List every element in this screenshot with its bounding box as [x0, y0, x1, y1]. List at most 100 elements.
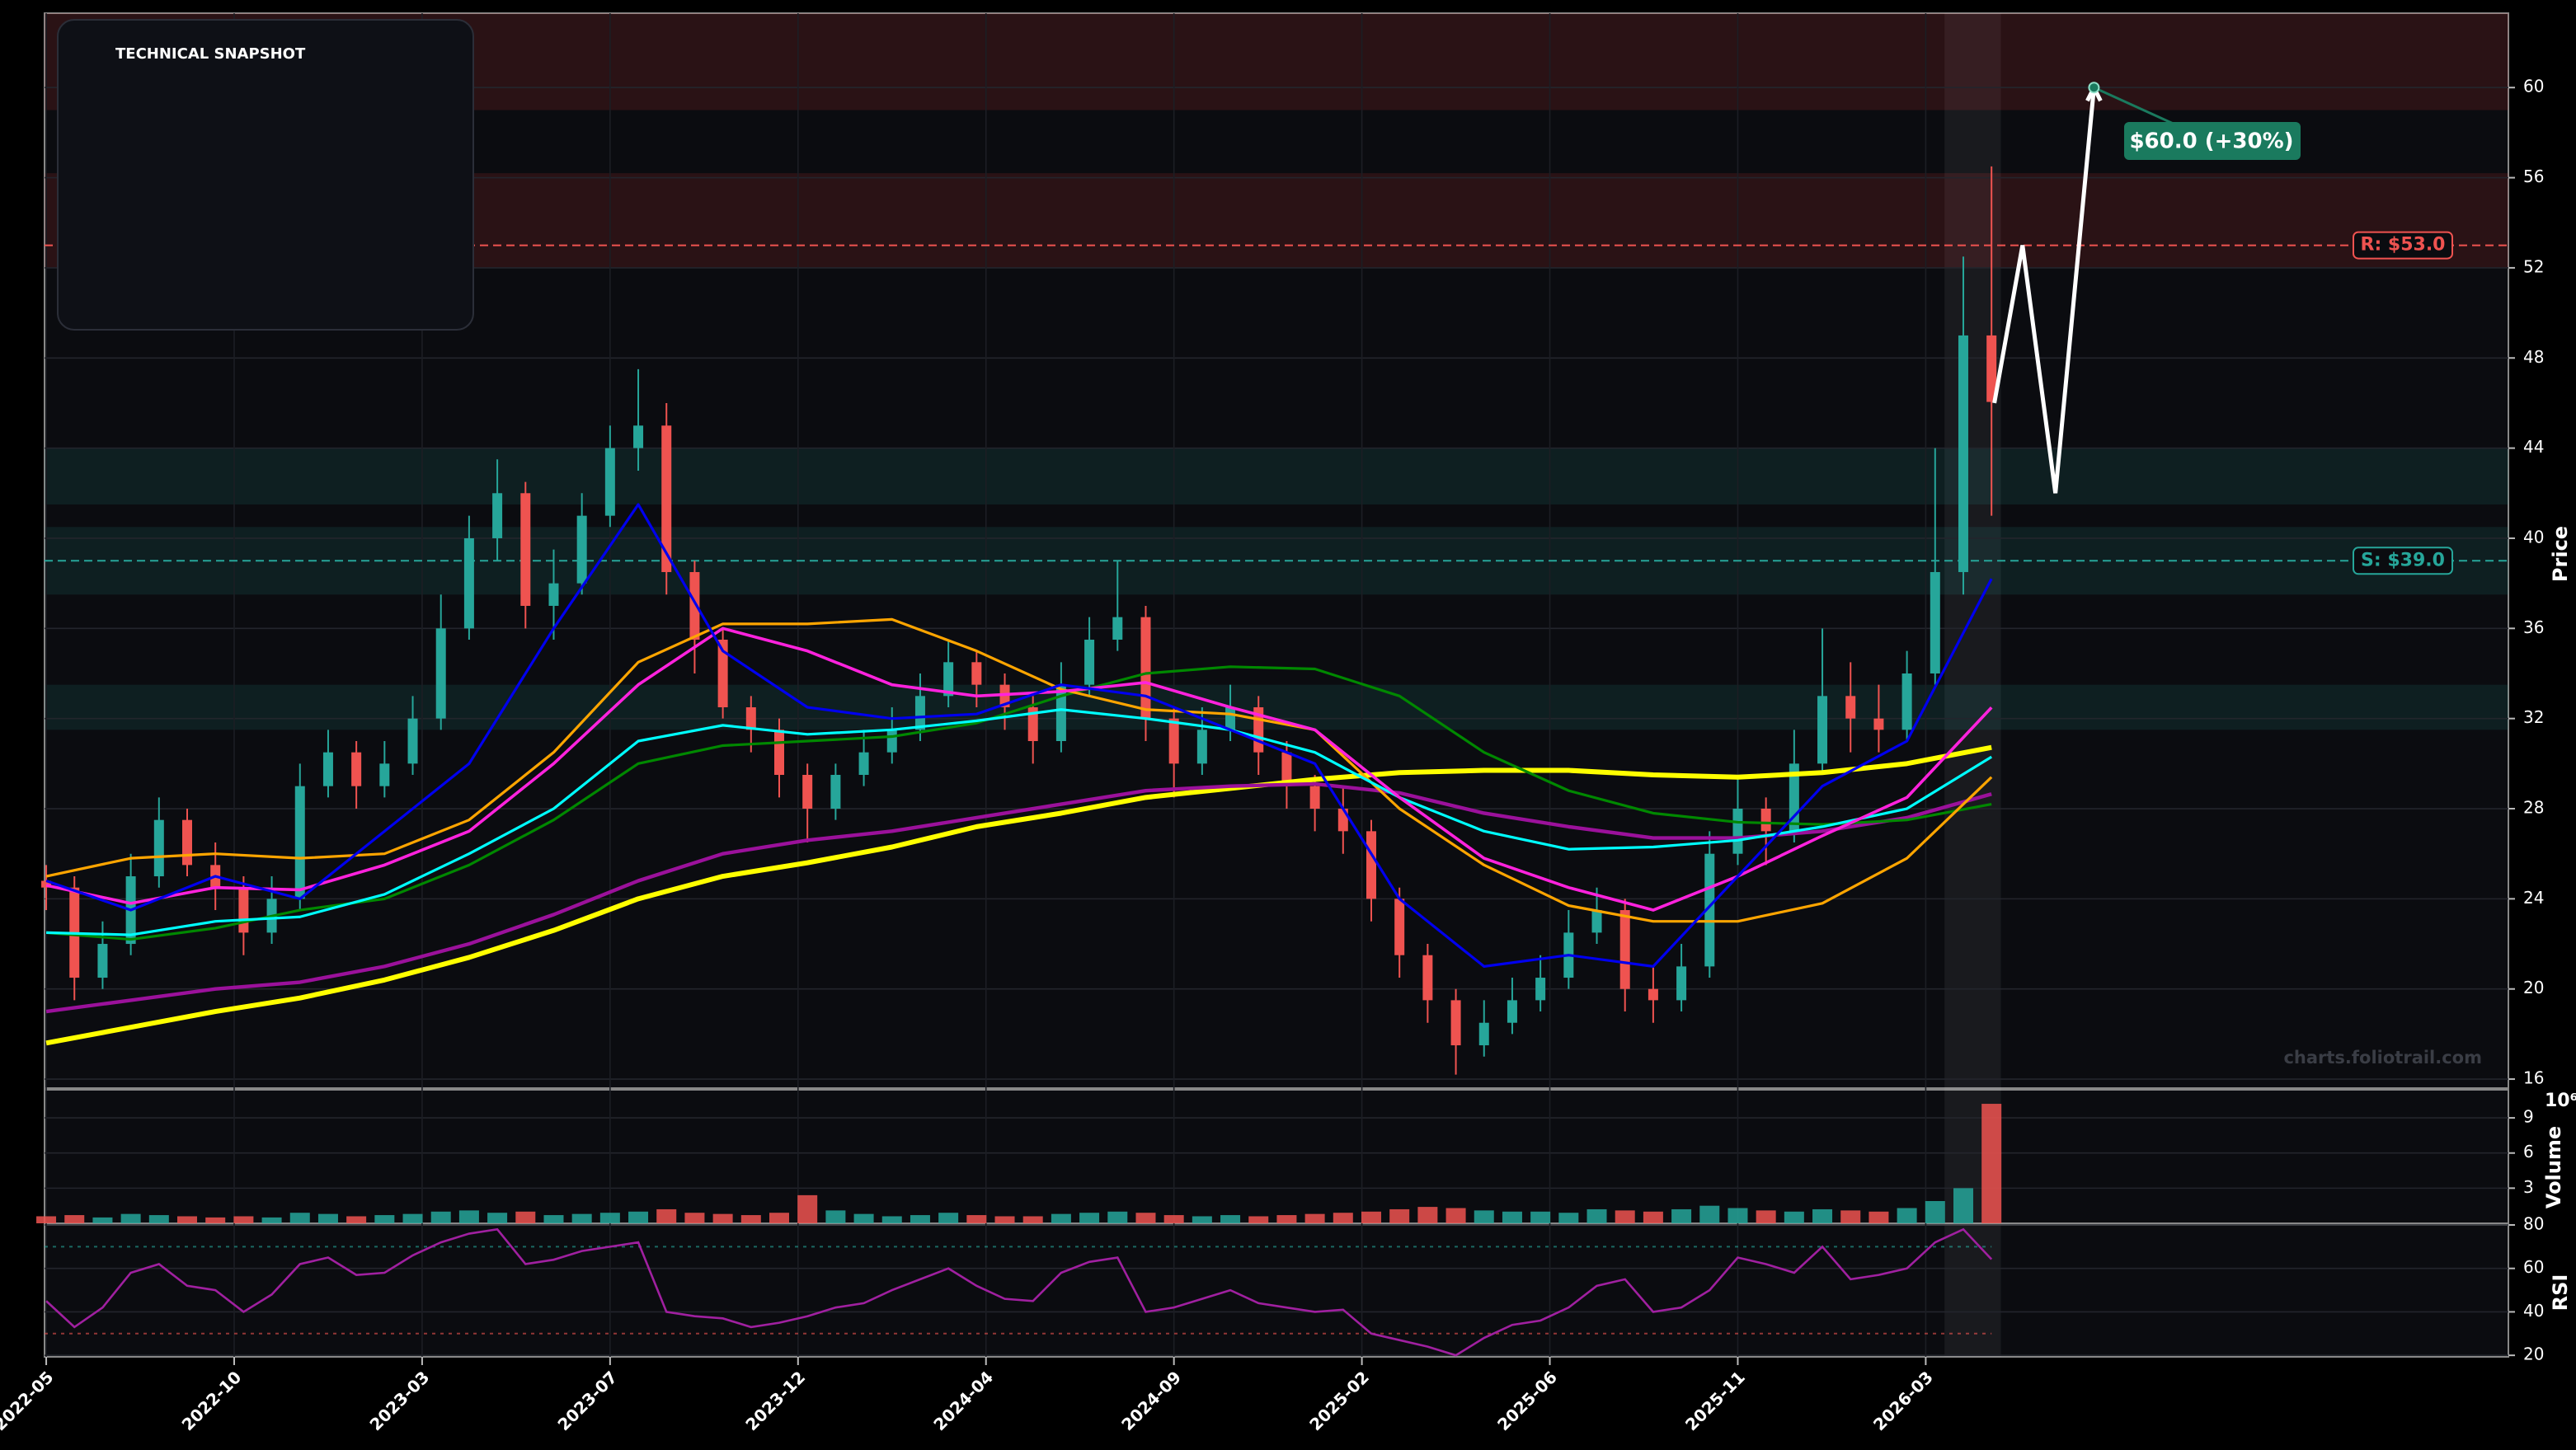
volume-bar: [769, 1213, 789, 1223]
volume-bar: [346, 1216, 367, 1223]
candle-body: [689, 571, 700, 640]
candle-body: [1648, 988, 1658, 1001]
volume-bar: [261, 1217, 282, 1223]
candle-body: [1901, 673, 1912, 730]
volume-bar: [1812, 1208, 1833, 1223]
ma-line: [45, 617, 1993, 923]
volume-bar: [1981, 1104, 2002, 1223]
snapshot-panel: [57, 19, 474, 331]
candle-body: [1027, 706, 1038, 742]
y-tick-label: 6: [2523, 1142, 2534, 1161]
volume-bar: [881, 1216, 902, 1223]
target-point: [2088, 82, 2100, 94]
volume-bar: [1389, 1208, 1410, 1223]
y-tick-label: 52: [2523, 256, 2544, 276]
candle-body: [238, 887, 249, 933]
volume-bar: [1051, 1213, 1071, 1223]
y-tick-label: 9: [2523, 1107, 2534, 1127]
volume-bar: [628, 1211, 649, 1223]
candle-body: [1507, 1000, 1517, 1023]
y-tick-label: 32: [2523, 707, 2544, 727]
volume-bar: [92, 1217, 113, 1223]
candle-body: [294, 786, 305, 899]
volume-bar: [1558, 1213, 1579, 1223]
y-tick-label: 44: [2523, 437, 2544, 457]
candle-body: [1422, 955, 1433, 1001]
volume-bar: [1220, 1215, 1241, 1223]
ma-line: [45, 626, 1993, 912]
volume-bar: [1586, 1208, 1607, 1223]
y-tick-label: 20: [2523, 1344, 2544, 1364]
volume-offset: 10⁶: [2545, 1091, 2576, 1111]
y-tick-label: 16: [2523, 1068, 2544, 1088]
volume-bar: [1728, 1208, 1748, 1223]
candle-body: [802, 775, 813, 809]
volume-bar: [1897, 1208, 1917, 1223]
volume-bar: [1079, 1213, 1100, 1223]
candle-body: [1225, 706, 1236, 730]
target-label: $60.0 (+30%): [2129, 129, 2293, 154]
volume-bar: [289, 1213, 310, 1223]
ma-line: [46, 708, 1993, 936]
candle-body: [548, 583, 559, 606]
y-tick-label: 56: [2523, 167, 2544, 186]
candle-body: [1619, 910, 1630, 989]
target-box: [2124, 122, 2301, 160]
candle-body: [463, 537, 474, 629]
volume-bar: [994, 1216, 1015, 1223]
candle-body: [604, 448, 615, 516]
ma-line: [45, 665, 1992, 941]
level-label: S: $39.0: [2361, 550, 2445, 570]
volume-bar: [177, 1216, 198, 1223]
y-tick-label: 40: [2523, 527, 2544, 547]
volume-bar: [1869, 1211, 1889, 1223]
candle-body: [971, 662, 982, 685]
volume-bar: [1248, 1216, 1269, 1223]
candle-body: [1366, 831, 1376, 899]
rsi-axis-label: RSI: [2549, 1274, 2572, 1312]
volume-axis-label: Volume: [2542, 1126, 2565, 1208]
candle-body: [830, 775, 841, 809]
volume-bar: [1135, 1213, 1156, 1223]
volume-bar: [1192, 1216, 1212, 1223]
zone: [45, 448, 2508, 504]
volume-bar: [402, 1213, 423, 1223]
volume-bar: [1022, 1216, 1043, 1223]
volume-bar: [1925, 1201, 1945, 1223]
y-tick-label: 60: [2523, 1257, 2544, 1277]
volume-pane: [44, 1089, 2509, 1224]
candle-body: [1704, 853, 1715, 967]
volume-bar: [1530, 1211, 1551, 1223]
candle-body: [1676, 966, 1687, 1001]
volume-bar: [36, 1216, 57, 1223]
y-tick-label: 28: [2523, 798, 2544, 818]
volume-bar: [64, 1215, 85, 1223]
candle-body: [773, 730, 784, 776]
y-tick-label: 24: [2523, 888, 2544, 908]
snapshot-title: TECHNICAL SNAPSHOT: [115, 45, 306, 63]
volume-bar: [430, 1211, 451, 1223]
candle-body: [1930, 571, 1940, 673]
candle-body: [745, 706, 756, 730]
volume-bar: [1784, 1211, 1804, 1223]
projection-line: [1992, 87, 2096, 494]
volume-bar: [1756, 1210, 1776, 1223]
candle-body: [1732, 809, 1743, 854]
candle-body: [1140, 617, 1151, 719]
volume-bar: [797, 1194, 818, 1223]
candle-body: [1478, 1022, 1489, 1046]
level-box: [2353, 547, 2453, 575]
volume-bar: [1643, 1211, 1663, 1223]
candle-body: [1168, 718, 1179, 764]
y-tick-label: 20: [2523, 978, 2544, 997]
volume-bar: [458, 1210, 479, 1223]
y-tick-label: 60: [2523, 77, 2544, 96]
candle-body: [999, 684, 1010, 707]
ma-line: [45, 781, 1992, 1014]
candle-body: [435, 628, 446, 719]
candle-body: [1112, 617, 1123, 640]
y-tick-label: 48: [2523, 347, 2544, 367]
target-connector: [2093, 86, 2178, 127]
